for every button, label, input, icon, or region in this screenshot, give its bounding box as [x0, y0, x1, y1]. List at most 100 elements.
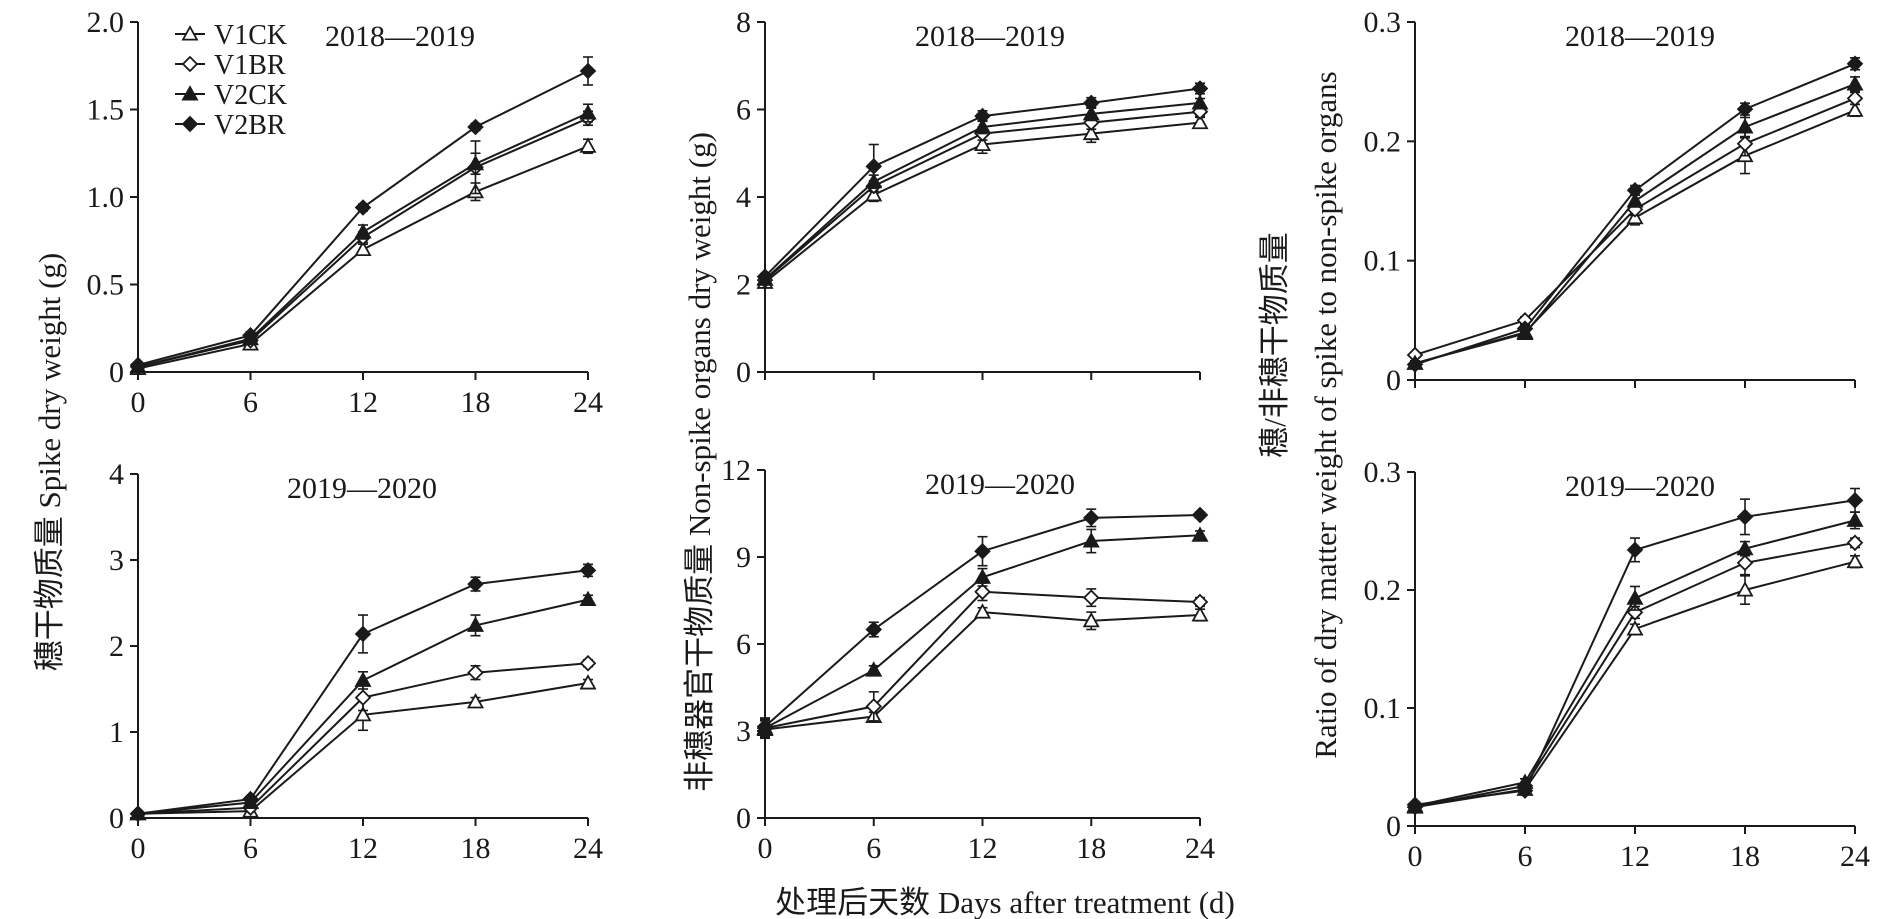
data-point [1846, 101, 1864, 117]
data-point [973, 568, 992, 584]
y-axis-title-non-spike: 非穗器官干物质量 Non-spike organs dry weight (g) [682, 132, 717, 792]
series-v2br [756, 80, 1209, 285]
data-point [129, 356, 147, 374]
data-point [1191, 94, 1209, 110]
data-point [1082, 532, 1100, 548]
data-point [467, 664, 484, 681]
y-tick-label: 0.2 [1364, 574, 1402, 607]
data-point [1846, 511, 1864, 527]
x-tick-label: 18 [1730, 840, 1760, 873]
data-point [1736, 118, 1754, 134]
data-point [865, 661, 883, 677]
series-v1br [129, 109, 597, 376]
x-tick-label: 24 [1185, 832, 1215, 865]
legend-marker [181, 85, 199, 101]
y-tick-label: 0 [1386, 364, 1401, 397]
data-point [1406, 796, 1424, 814]
data-point [974, 583, 991, 601]
data-point [579, 104, 597, 120]
chart-panel-2: 0 2 4 6 8 2018—2019 [736, 6, 1209, 389]
legend-label: V1BR [214, 50, 286, 81]
data-point [579, 674, 597, 690]
series-v1br [1406, 90, 1864, 364]
series-line [137, 145, 589, 370]
x-tick-label: 24 [573, 832, 603, 865]
x-tick-label: 12 [348, 832, 378, 865]
y-tick-label: 4 [736, 181, 751, 214]
y-axis-title-spike: 穗干物质量 Spike dry weight (g) [32, 253, 67, 671]
data-point [579, 590, 597, 607]
x-axis-title: 处理后天数 Days after treatment (d) [775, 885, 1235, 919]
y-tick-label: 2 [109, 630, 124, 663]
y-tick-label: 0.1 [1364, 245, 1402, 278]
x-tick-label: 12 [348, 386, 378, 419]
data-point [974, 542, 991, 560]
y-axis-title-ratio-cn: 穗/非穗干物质量 [1257, 232, 1292, 458]
series-line [1414, 541, 1856, 809]
data-point [1626, 192, 1644, 208]
chart-panel-1: 00.51.01.52.00 6 12 18 242018—2019V1CKV1BRV2… [87, 6, 604, 419]
legend-marker [181, 25, 199, 41]
x-tick-label: 12 [968, 832, 998, 865]
y-tick-label: 12 [721, 454, 751, 487]
x-tick-label: 24 [1840, 840, 1870, 873]
series-v2br [129, 56, 597, 374]
legend-label: V2BR [214, 110, 286, 141]
data-point [865, 621, 883, 638]
data-point [1736, 554, 1754, 572]
series-v2ck [129, 103, 597, 374]
panel-title: 2019—2020 [1565, 470, 1715, 503]
series-v1ck [129, 137, 597, 376]
data-point [973, 118, 992, 134]
data-point [1736, 100, 1754, 118]
data-point [1191, 80, 1209, 97]
data-point [1846, 534, 1864, 552]
x-tick-label: 0 [758, 832, 773, 865]
y-tick-label: 0.5 [87, 269, 125, 302]
chart-panel-6: 0 0.1 0.2 0.3 0 6 12 18 24 2019—2020 [1364, 456, 1871, 873]
y-tick-label: 1 [109, 716, 124, 749]
y-tick-label: 0 [1386, 810, 1401, 843]
x-tick-label: 6 [866, 832, 881, 865]
panel-title: 2018—2019 [1565, 20, 1715, 53]
legend-item-v1ck: V1CK [175, 20, 287, 51]
data-point [1846, 90, 1864, 107]
data-point [1736, 581, 1754, 597]
x-tick-label: 12 [1620, 840, 1650, 873]
y-tick-label: 0 [736, 802, 751, 835]
data-point [1626, 620, 1644, 636]
data-point [354, 671, 372, 687]
data-point [865, 158, 883, 175]
series-line [1414, 109, 1856, 365]
data-point [354, 240, 372, 257]
data-point [1082, 105, 1100, 121]
chart-panel-3: 0 0.1 0.2 0.3 2018—2019 [1364, 6, 1864, 397]
x-tick-label: 6 [243, 386, 258, 419]
data-point [242, 326, 259, 344]
data-point [1736, 508, 1754, 526]
series-v2br [756, 506, 1209, 737]
x-tick-label: 0 [1408, 840, 1423, 873]
data-point [974, 107, 991, 125]
data-point [129, 805, 147, 822]
panel-title: 2018—2019 [325, 20, 475, 53]
series-v2br [129, 562, 597, 822]
x-tick-label: 24 [573, 386, 603, 419]
data-point [579, 137, 597, 153]
data-point [1082, 589, 1100, 606]
legend-item-v2br: V2BR [175, 110, 286, 141]
data-point [579, 62, 597, 80]
panel-title: 2018—2019 [915, 20, 1065, 53]
y-axis-title-ratio-en: Ratio of dry matter weight of spike to n… [1308, 71, 1343, 758]
y-tick-label: 4 [109, 458, 124, 491]
y-tick-label: 0.3 [1364, 6, 1402, 39]
series-v1ck [1406, 101, 1864, 370]
data-point [1626, 181, 1644, 199]
y-tick-label: 0.2 [1364, 125, 1402, 158]
data-point [467, 575, 484, 593]
data-point [1191, 113, 1209, 130]
data-point [973, 135, 992, 152]
legend-item-v1br: V1BR [175, 50, 286, 81]
x-tick-label: 6 [1518, 840, 1533, 873]
data-point [579, 562, 597, 579]
